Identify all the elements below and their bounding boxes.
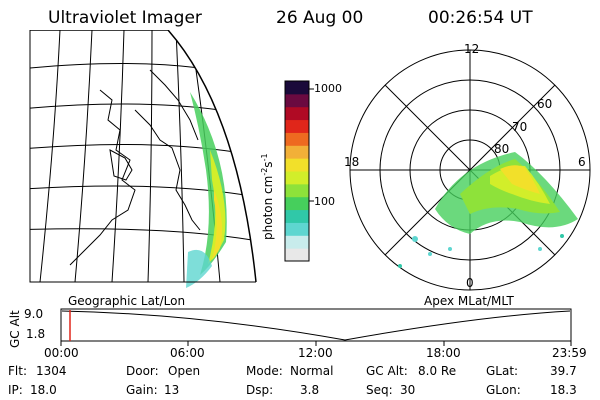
date-label: 26 Aug 00 bbox=[276, 8, 364, 28]
colorbar-tick-100: 100 bbox=[314, 195, 335, 208]
earth-limb bbox=[30, 30, 257, 283]
mode-label: Mode: bbox=[246, 364, 283, 378]
mode-value: Normal bbox=[290, 364, 334, 378]
instrument-title: Ultraviolet Imager bbox=[48, 8, 202, 28]
gain-label: Gain: bbox=[126, 383, 158, 397]
colorbar-band bbox=[285, 81, 309, 95]
lat-60-label: 60 bbox=[537, 97, 553, 111]
polar-plot bbox=[349, 49, 591, 291]
flt-value: 1304 bbox=[36, 364, 67, 378]
timeline-tick-4: 23:59 bbox=[552, 346, 587, 360]
gcalt-value: 8.0 Re bbox=[418, 364, 457, 378]
door-label: Door: bbox=[126, 364, 159, 378]
colorbar-band bbox=[285, 106, 309, 121]
mlt-6-label: 6 bbox=[578, 155, 586, 169]
ip-label: IP: bbox=[8, 383, 23, 397]
ip-value: 18.0 bbox=[30, 383, 57, 397]
altitude-trace bbox=[61, 310, 571, 341]
timeline-y-top: 9.0 bbox=[24, 307, 44, 321]
colorbar-band bbox=[285, 158, 309, 172]
lat-70-label: 70 bbox=[512, 120, 528, 134]
colorbar-band bbox=[285, 209, 309, 223]
colorbar-gradient bbox=[285, 81, 309, 262]
timeline-tick-2: 12:00 bbox=[298, 346, 333, 360]
timeline-tick-3: 18:00 bbox=[426, 346, 461, 360]
dsp-label: Dsp: bbox=[246, 383, 274, 397]
mlt-12-label: 12 bbox=[464, 42, 480, 56]
aurora-emission-geo bbox=[186, 92, 227, 288]
colorbar-band bbox=[285, 235, 309, 249]
colorbar-tick-1000: 1000 bbox=[314, 82, 342, 95]
flt-label: Flt: bbox=[8, 364, 27, 378]
colorbar-band bbox=[285, 145, 309, 159]
seq-value: 30 bbox=[400, 383, 416, 397]
colorbar-unit-label: photon cm-2s-1 bbox=[260, 153, 275, 240]
lat-80-label: 80 bbox=[494, 142, 510, 156]
timeline-tick-0: 00:00 bbox=[44, 346, 79, 360]
altitude-timeline bbox=[60, 308, 572, 346]
glon-label: GLon: bbox=[486, 383, 521, 397]
timeline-tick-1: 06:00 bbox=[170, 346, 205, 360]
colorbar-band bbox=[285, 222, 309, 236]
colorbar-band bbox=[285, 119, 309, 133]
gain-value: 13 bbox=[164, 383, 180, 397]
geographic-map bbox=[29, 30, 257, 288]
glat-label: GLat: bbox=[486, 364, 519, 378]
seq-label: Seq: bbox=[366, 383, 393, 397]
aurora-emission-polar bbox=[398, 152, 578, 268]
colorbar-band bbox=[285, 93, 309, 108]
colorbar bbox=[284, 80, 314, 262]
timeline-y-title: GC Alt bbox=[8, 310, 22, 348]
apex-panel-label: Apex MLat/MLT bbox=[424, 294, 514, 308]
gcalt-label: GC Alt: bbox=[366, 364, 408, 378]
geographic-panel-label: Geographic Lat/Lon bbox=[68, 294, 186, 308]
colorbar-band bbox=[285, 183, 309, 198]
colorbar-band bbox=[285, 171, 309, 185]
colorbar-band bbox=[285, 248, 309, 262]
colorbar-band bbox=[285, 132, 309, 146]
colorbar-band bbox=[285, 196, 309, 211]
glat-value: 39.7 bbox=[550, 364, 577, 378]
glon-value: 18.3 bbox=[550, 383, 577, 397]
dsp-value: 3.8 bbox=[300, 383, 320, 397]
mlt-18-label: 18 bbox=[344, 155, 360, 169]
door-value: Open bbox=[168, 364, 201, 378]
time-label: 00:26:54 UT bbox=[428, 8, 533, 28]
timeline-y-bottom: 1.8 bbox=[26, 327, 46, 341]
mlt-0-label: 0 bbox=[466, 276, 474, 290]
